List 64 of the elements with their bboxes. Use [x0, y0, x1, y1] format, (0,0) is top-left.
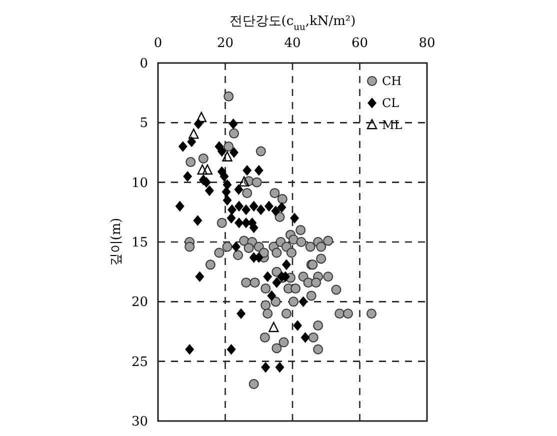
point [261, 362, 270, 373]
point [193, 215, 202, 226]
x-tick-label: 40 [284, 36, 301, 51]
point [175, 200, 184, 212]
legend-label: CH [382, 74, 402, 88]
point [222, 186, 231, 198]
point [195, 271, 204, 282]
point [217, 146, 226, 157]
legend-label: ML [382, 118, 402, 132]
point [290, 212, 300, 224]
point [188, 128, 199, 139]
y-tick-label: 30 [131, 414, 148, 430]
point [226, 212, 236, 224]
point [222, 194, 232, 206]
point [226, 344, 236, 355]
point [232, 241, 241, 252]
y-tick-label: 5 [140, 116, 148, 132]
point [234, 184, 244, 195]
point [228, 118, 238, 130]
y-axis-title: 깊이(m) [109, 218, 124, 266]
x-tick-label: 60 [351, 36, 368, 51]
point [204, 185, 214, 196]
point [263, 271, 272, 282]
x-tick-label: 0 [154, 36, 162, 51]
point [249, 200, 258, 212]
point [256, 204, 266, 216]
y-tick-label: 10 [131, 176, 148, 191]
point [187, 136, 196, 148]
y-tick-label: 0 [140, 56, 148, 72]
point [178, 141, 188, 152]
point [196, 112, 206, 122]
point [293, 320, 302, 331]
point [234, 218, 244, 228]
y-tick-label: 15 [131, 236, 148, 251]
point [222, 151, 232, 162]
point [238, 176, 250, 187]
point [242, 165, 252, 176]
x-tick-label: 80 [418, 36, 436, 51]
point [277, 202, 286, 213]
point [229, 147, 238, 158]
point [185, 344, 194, 355]
point [236, 308, 246, 319]
point [272, 277, 282, 288]
point [298, 296, 308, 308]
y-tick-label: 20 [131, 295, 148, 310]
point [271, 206, 280, 216]
point [268, 322, 279, 332]
point [234, 200, 244, 212]
legend-label: CL [382, 96, 400, 110]
point [242, 204, 251, 216]
point [300, 332, 310, 343]
point [197, 164, 208, 175]
point [267, 290, 276, 302]
point [202, 164, 213, 175]
x-axis-title: 전단강도(c$_{uu}$,kN/m²) [229, 14, 356, 33]
point [264, 200, 274, 212]
y-tick-label: 25 [131, 354, 148, 370]
x-tick-label: 20 [216, 36, 234, 51]
point [183, 170, 192, 182]
point [222, 179, 232, 190]
point [227, 204, 236, 216]
point [282, 259, 291, 270]
point [275, 362, 284, 373]
point [254, 165, 264, 176]
